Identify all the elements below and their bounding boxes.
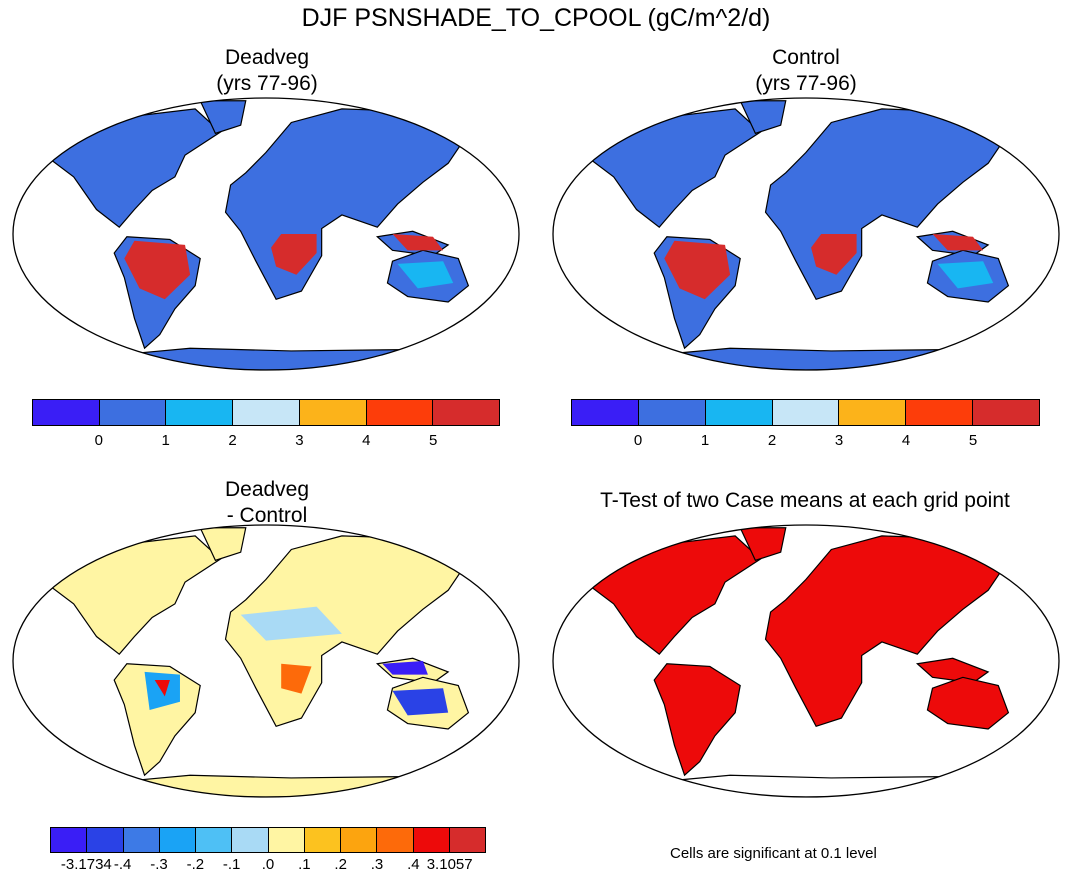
- colorbar-swatch: [377, 828, 414, 852]
- colorbar-diff-tick-label: .3: [370, 856, 384, 873]
- colorbar-swatch: [51, 828, 88, 852]
- land-africaEurasia: [764, 535, 1010, 728]
- colorbar-swatch: [449, 828, 485, 852]
- tropical-high-zone: [392, 234, 444, 251]
- colorbar-deadveg-tick-label: 3: [295, 432, 304, 449]
- colorbar-swatch: [433, 400, 500, 425]
- colorbar-swatch: [99, 400, 167, 425]
- panel-deadveg-title: Deadveg: [224, 46, 310, 69]
- tropical-high-zone: [124, 240, 191, 300]
- colorbar-swatch: [906, 400, 974, 425]
- colorbar-control-tick-label: 3: [834, 432, 844, 449]
- land-antarctica: [639, 774, 996, 797]
- colorbar-deadveg-tick-label: 5: [428, 432, 438, 449]
- significance-note: Cells are significant at 0.1 level: [670, 845, 877, 862]
- colorbar-swatch: [159, 828, 196, 852]
- colorbar-swatch: [839, 400, 907, 425]
- colorbar-deadveg-tick-label: 0: [94, 432, 104, 449]
- colorbar-control-tick-label: 0: [633, 432, 643, 449]
- colorbar-swatch: [87, 828, 124, 852]
- land-southAmerica: [653, 663, 741, 777]
- panel-control-title: Control: [772, 46, 840, 69]
- colorbar-diff-tick-label: .0: [261, 856, 275, 873]
- land-greenland: [199, 100, 247, 135]
- land-antarctica: [639, 347, 996, 370]
- difference-patch: [392, 688, 449, 716]
- colorbar-control-tick-label: 2: [767, 432, 777, 449]
- colorbar-swatch: [772, 400, 840, 425]
- map-diff: [12, 524, 520, 798]
- colorbar-deadveg-tick-label: 4: [362, 432, 371, 449]
- colorbar-swatch: [123, 828, 160, 852]
- colorbar-control-tick-label: 4: [901, 432, 911, 449]
- colorbar-swatch: [232, 828, 269, 852]
- figure-title: DJF PSNSHADE_TO_CPOOL (gC/m^2/d): [301, 4, 771, 32]
- panel-diff-subtitle: - Control: [226, 504, 308, 527]
- difference-patch: [154, 680, 170, 697]
- map-control: [552, 97, 1060, 371]
- colorbar-diff-tick-label: -.3: [150, 856, 168, 873]
- colorbar-diff: [50, 827, 486, 853]
- map-frame: [552, 97, 1060, 371]
- map-frame: [552, 524, 1060, 798]
- land-antarctica: [99, 347, 456, 370]
- colorbar-swatch: [299, 400, 367, 425]
- tropical-high-zone: [811, 234, 857, 275]
- colorbar-control: [571, 399, 1040, 426]
- colorbar-diff-tick-label: -.2: [186, 856, 205, 873]
- land-indonesia: [915, 657, 990, 684]
- difference-patch: [281, 663, 312, 694]
- australia-moderate-zone: [937, 261, 994, 289]
- panel-deadveg-subtitle: (yrs 77-96): [216, 72, 318, 95]
- tropical-high-zone: [271, 234, 317, 275]
- land-australia: [926, 676, 1010, 730]
- map-frame: [12, 524, 520, 798]
- land-greenland: [739, 100, 787, 135]
- colorbar-diff-tick-label: .4: [407, 856, 420, 873]
- map-frame: [12, 97, 520, 371]
- land-greenland: [739, 527, 787, 562]
- colorbar-diff-tick-label: -.4: [113, 856, 132, 873]
- colorbar-deadveg-tick-label: 2: [228, 432, 237, 449]
- colorbar-swatch: [973, 400, 1040, 425]
- colorbar-swatch: [366, 400, 434, 425]
- colorbar-deadveg: [32, 399, 500, 426]
- australia-moderate-zone: [397, 261, 454, 289]
- difference-patch: [382, 661, 428, 675]
- panel-diff-title: Deadveg: [224, 478, 310, 501]
- tropical-high-zone: [664, 240, 731, 300]
- land-antarctica: [99, 774, 456, 797]
- difference-patch: [240, 606, 342, 641]
- colorbar-swatch: [413, 828, 450, 852]
- land-greenland: [199, 527, 247, 562]
- colorbar-swatch: [166, 400, 234, 425]
- colorbar-swatch: [341, 828, 378, 852]
- colorbar-swatch: [196, 828, 233, 852]
- colorbar-control-tick-label: 1: [700, 432, 710, 449]
- map-ttest: [552, 524, 1060, 798]
- panel-ttest-title: T-Test of two Case means at each grid po…: [600, 489, 1010, 512]
- map-deadveg: [12, 97, 520, 371]
- colorbar-swatch: [572, 400, 639, 425]
- colorbar-swatch: [705, 400, 773, 425]
- colorbar-diff-tick-label: 3.1057: [426, 856, 473, 873]
- tropical-high-zone: [932, 234, 984, 251]
- colorbar-control-tick-label: 5: [968, 432, 978, 449]
- colorbar-swatch: [33, 400, 100, 425]
- colorbar-diff-tick-label: .1: [298, 856, 311, 873]
- colorbar-deadveg-tick-label: 1: [161, 432, 170, 449]
- colorbar-diff-tick-label: -3.1734: [60, 856, 112, 873]
- colorbar-diff-tick-label: .2: [334, 856, 347, 873]
- colorbar-swatch: [638, 400, 706, 425]
- colorbar-swatch: [304, 828, 341, 852]
- colorbar-swatch: [268, 828, 305, 852]
- panel-control-subtitle: (yrs 77-96): [755, 72, 857, 95]
- colorbar-diff-tick-label: -.1: [222, 856, 241, 873]
- colorbar-swatch: [233, 400, 300, 425]
